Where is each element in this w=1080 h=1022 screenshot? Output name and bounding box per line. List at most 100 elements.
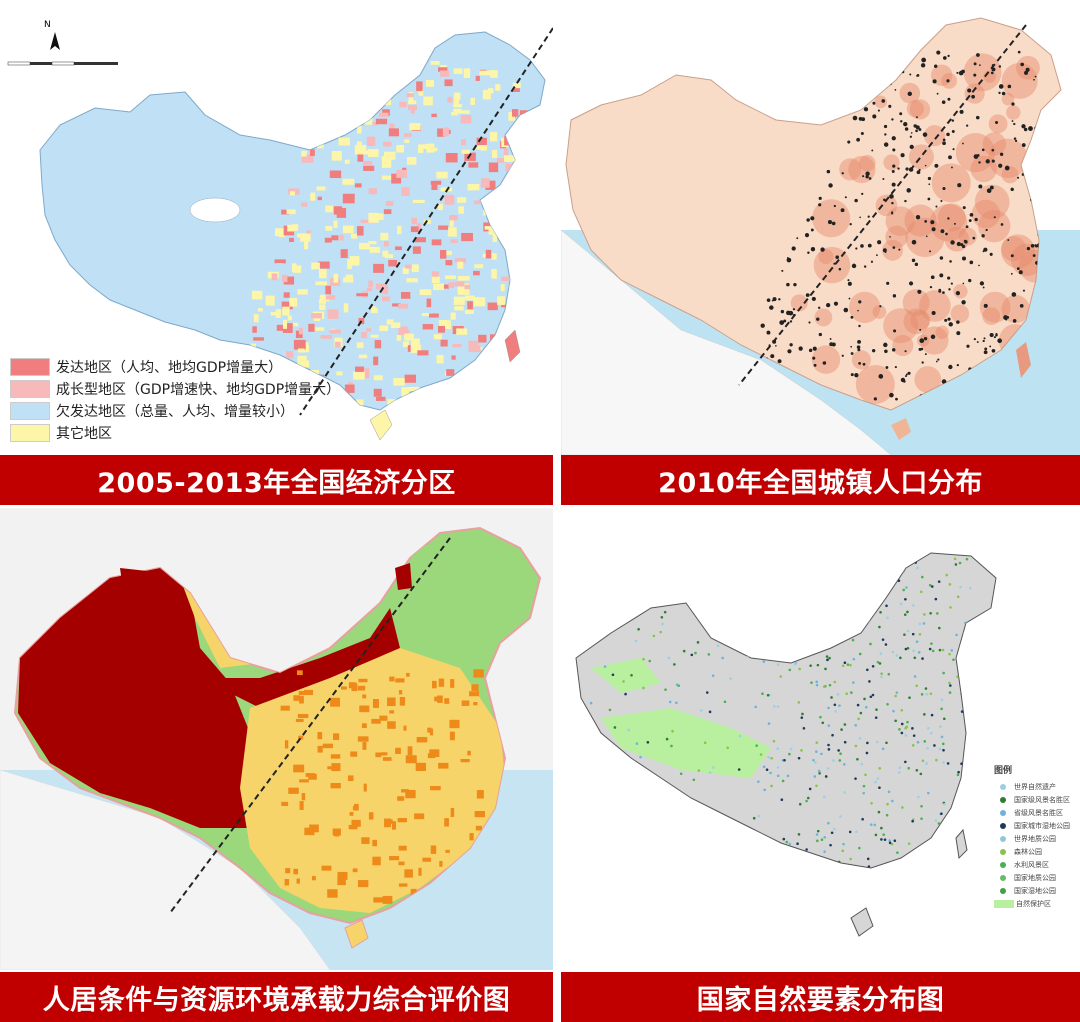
nature-site-dot [854, 777, 857, 780]
zone-patch [473, 389, 484, 394]
nature-site-dot [595, 740, 599, 743]
city-dot [879, 375, 883, 379]
zone-patch [366, 287, 373, 292]
nature-site-dot [863, 697, 866, 701]
zone-patch [379, 325, 389, 332]
city-dot [945, 232, 948, 236]
nature-site-dot [785, 840, 789, 844]
nature-site-dot [809, 664, 812, 667]
zone-patch [406, 93, 414, 98]
city-dot [789, 320, 793, 323]
zone-patch [492, 234, 498, 242]
city-dot [885, 366, 889, 369]
nature-site-dot [815, 741, 819, 744]
orange-patch [465, 864, 469, 869]
zone-patch [384, 254, 394, 259]
nature-site-dot [940, 735, 944, 739]
city-dot [1025, 67, 1030, 72]
city-dot [891, 169, 895, 173]
orange-patch [357, 736, 369, 742]
orange-patch [415, 762, 427, 771]
zone-patch [411, 338, 420, 347]
city-dot [907, 371, 911, 375]
nature-site-dot [969, 586, 972, 590]
nature-site-dot [940, 812, 943, 816]
nature-site-dot [967, 629, 971, 632]
density-blob [931, 163, 971, 203]
orange-patch [332, 828, 341, 836]
nature-site-dot [950, 811, 954, 815]
zone-patch [400, 329, 410, 334]
nature-site-dot [869, 695, 873, 699]
zone-patch [454, 258, 466, 263]
zone-patch [410, 108, 415, 114]
city-dot [991, 159, 995, 163]
nature-site-dot [742, 613, 745, 617]
zone-patch [319, 294, 330, 302]
zone-patch [457, 197, 467, 203]
zone-patch [297, 348, 305, 353]
nature-site-dot [937, 833, 941, 837]
orange-patch [357, 685, 366, 691]
city-dot [962, 282, 965, 285]
nature-site-dot [832, 759, 835, 762]
nature-site-dot [816, 829, 820, 833]
city-dot [851, 263, 857, 269]
city-dot [849, 223, 852, 226]
nature-site-dot [962, 693, 966, 697]
orange-patch [382, 895, 393, 904]
nature-site-dot [904, 734, 908, 737]
zone-patch [343, 277, 354, 283]
city-dot [1026, 246, 1031, 251]
nature-site-dot [773, 705, 776, 708]
zone-patch [345, 274, 353, 279]
zone-patch [475, 75, 480, 81]
zone-patch [385, 82, 393, 90]
density-blob [859, 154, 876, 172]
zone-patch [334, 341, 341, 348]
nature-site-dot [829, 843, 832, 847]
nature-site-dot [639, 755, 642, 759]
zone-patch [353, 371, 365, 380]
city-dot [938, 288, 942, 292]
nature-site-dot [937, 822, 941, 825]
city-dot [850, 373, 854, 377]
legend-label: 水利风景区 [1014, 860, 1049, 869]
nature-site-dot [823, 579, 826, 583]
nature-site-dot [833, 680, 837, 684]
nature-site-dot [834, 710, 837, 713]
zone-patch [476, 145, 483, 150]
city-dot [777, 359, 782, 364]
zone-patch [356, 342, 364, 349]
density-blob [814, 308, 833, 327]
nature-site-dot [763, 653, 767, 657]
city-dot [897, 167, 900, 170]
basin-blank [189, 197, 241, 223]
nature-site-dot [861, 817, 864, 821]
zone-patch [386, 319, 394, 325]
orange-patch [461, 700, 470, 706]
zone-patch [283, 292, 290, 298]
city-dot [968, 219, 972, 223]
nature-site-dot [634, 639, 638, 643]
nature-site-dot [759, 753, 763, 756]
nature-site-dot [861, 616, 865, 620]
nature-site-dot [879, 652, 883, 656]
orange-patch [384, 818, 391, 828]
orange-patch [298, 735, 304, 740]
zone-patch [512, 186, 521, 190]
nature-site-dot [858, 846, 861, 850]
density-blob [1001, 294, 1030, 324]
zone-patch [325, 205, 333, 213]
nature-site-dot [723, 630, 727, 634]
city-dot [973, 62, 977, 66]
city-dot [947, 217, 950, 220]
nature-site-dot [862, 592, 866, 595]
zone-patch [433, 334, 442, 340]
nature-site-dot [863, 621, 867, 625]
city-dot [961, 256, 967, 261]
zone-patch [513, 124, 519, 133]
orange-patch [321, 865, 332, 871]
nature-site-dot [813, 775, 817, 778]
orange-patch [438, 678, 445, 687]
